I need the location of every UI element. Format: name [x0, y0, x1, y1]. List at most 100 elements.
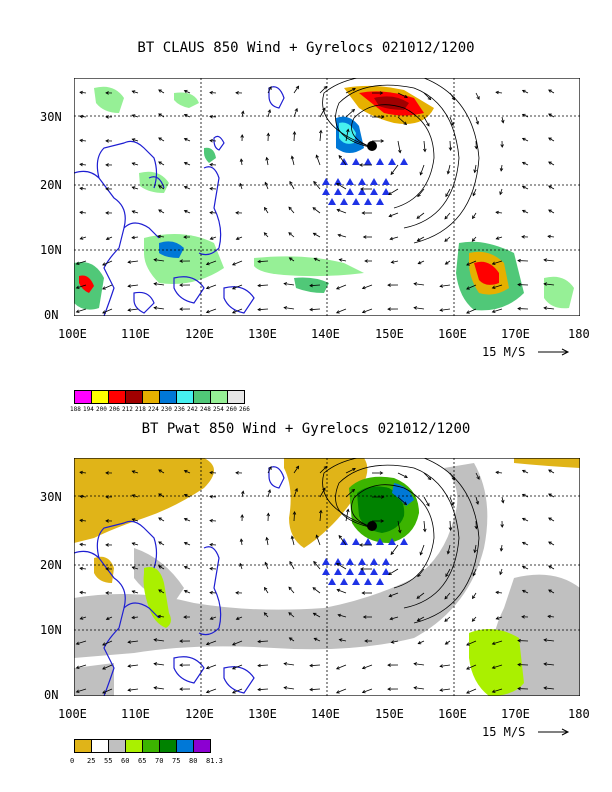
- wind-vector-head: [323, 85, 328, 90]
- wind-vector: [131, 616, 139, 619]
- wind-vector: [522, 209, 529, 214]
- wind-vector: [267, 86, 272, 94]
- wind-vector: [544, 259, 555, 262]
- wind-vector: [132, 590, 139, 594]
- wind-vector: [158, 517, 165, 522]
- wind-vector-head: [380, 139, 385, 143]
- wind-vector-head: [472, 572, 476, 577]
- wind-vector-head: [315, 154, 319, 159]
- wind-vector-head: [239, 538, 244, 543]
- wind-vector-head: [267, 489, 272, 493]
- wind-vector: [423, 472, 431, 480]
- wind-vector-head: [338, 154, 343, 159]
- wind-vector: [548, 161, 555, 166]
- wind-vector: [309, 284, 321, 287]
- wind-vector: [345, 88, 356, 94]
- wind-vector: [548, 541, 555, 546]
- wind-vector: [288, 232, 295, 238]
- wind-vector-head: [75, 285, 80, 290]
- wind-vector-head: [183, 137, 188, 142]
- wind-vector-head: [102, 690, 106, 694]
- wind-vector-head: [79, 236, 84, 240]
- wind-vector-head: [183, 113, 188, 118]
- wind-vector-head: [312, 612, 317, 617]
- wind-vector-head: [105, 91, 109, 95]
- wind-vector-head: [313, 637, 318, 642]
- wind-vector: [397, 116, 407, 125]
- wind-vector-head: [241, 490, 245, 495]
- wind-vector-head: [158, 137, 162, 141]
- wind-vector-head: [388, 593, 393, 598]
- top-xlabel-180: 180: [568, 327, 590, 341]
- wind-vector: [548, 565, 555, 570]
- wind-vector: [495, 91, 503, 94]
- top-ylabel-0n: 0N: [44, 308, 59, 322]
- wind-vector-head: [521, 517, 526, 522]
- wind-vector-head: [127, 284, 132, 288]
- wind-vector-head: [361, 309, 366, 314]
- colorbar-swatch: [91, 390, 109, 404]
- wind-vector-head: [548, 541, 552, 545]
- wind-vector: [210, 236, 217, 240]
- wind-vector: [128, 688, 139, 691]
- wind-vector-head: [426, 122, 430, 127]
- wind-vector-head: [335, 690, 340, 694]
- wind-vector: [336, 183, 347, 190]
- wind-vector-head: [105, 115, 109, 119]
- wind-vector: [440, 284, 451, 287]
- wind-vector-head: [127, 640, 132, 644]
- wind-vector: [313, 232, 321, 238]
- wind-vector-head: [209, 494, 213, 499]
- wind-vector-head: [499, 191, 503, 196]
- wind-vector: [102, 688, 113, 694]
- wind-vector-head: [379, 471, 384, 475]
- wind-vector: [466, 260, 477, 266]
- wind-vector-head: [450, 122, 454, 127]
- wind-vector-head: [416, 237, 421, 242]
- wind-vector-head: [336, 208, 341, 213]
- wind-vector: [80, 616, 87, 620]
- wind-vector: [319, 510, 322, 522]
- bottom-ref-arrow: [538, 728, 570, 736]
- wind-vector: [309, 688, 321, 691]
- wind-vector: [423, 140, 426, 152]
- wind-vector: [388, 568, 399, 575]
- wind-vector-head: [288, 637, 293, 641]
- wind-vector: [449, 140, 451, 151]
- wind-vector-head: [352, 87, 356, 92]
- wind-vector: [158, 89, 165, 94]
- wind-vector-head: [183, 185, 188, 190]
- wind-vector: [293, 465, 299, 474]
- wind-vector-head: [521, 615, 525, 619]
- wind-vector: [345, 489, 355, 498]
- wind-vector: [132, 494, 139, 498]
- wind-vector-head: [209, 566, 213, 571]
- wind-vector: [267, 466, 272, 474]
- wind-vector: [158, 235, 165, 238]
- wind-vector-head: [263, 612, 268, 616]
- wind-vector-head: [239, 562, 243, 567]
- wind-vector-head: [351, 108, 356, 113]
- wind-vector: [132, 138, 139, 142]
- wind-vector: [444, 616, 451, 622]
- wind-vector-head: [290, 535, 295, 540]
- wind-vector-head: [338, 638, 343, 642]
- wind-vector-head: [517, 258, 521, 263]
- wind-vector-head: [521, 209, 526, 214]
- colorbar-swatch: [91, 739, 109, 753]
- colorbar-label: 188: [70, 406, 81, 413]
- bottom-ylabel-20n: 20N: [40, 558, 62, 572]
- wind-vector-head: [105, 139, 109, 143]
- wind-vector-head: [257, 663, 261, 668]
- wind-vector: [522, 565, 529, 570]
- wind-vector-head: [290, 155, 295, 160]
- wind-vector-head: [79, 138, 83, 143]
- bottom-title: BT Pwat 850 Wind + Gyrelocs 021012/1200: [141, 421, 471, 437]
- top-xlabel-140e: 140E: [311, 327, 340, 341]
- wind-vector-head: [131, 114, 136, 118]
- colorbar-swatch: [108, 390, 126, 404]
- wind-vector: [420, 544, 425, 555]
- wind-vector: [291, 156, 295, 166]
- wind-vector-head: [131, 590, 136, 594]
- wind-vector: [313, 561, 321, 570]
